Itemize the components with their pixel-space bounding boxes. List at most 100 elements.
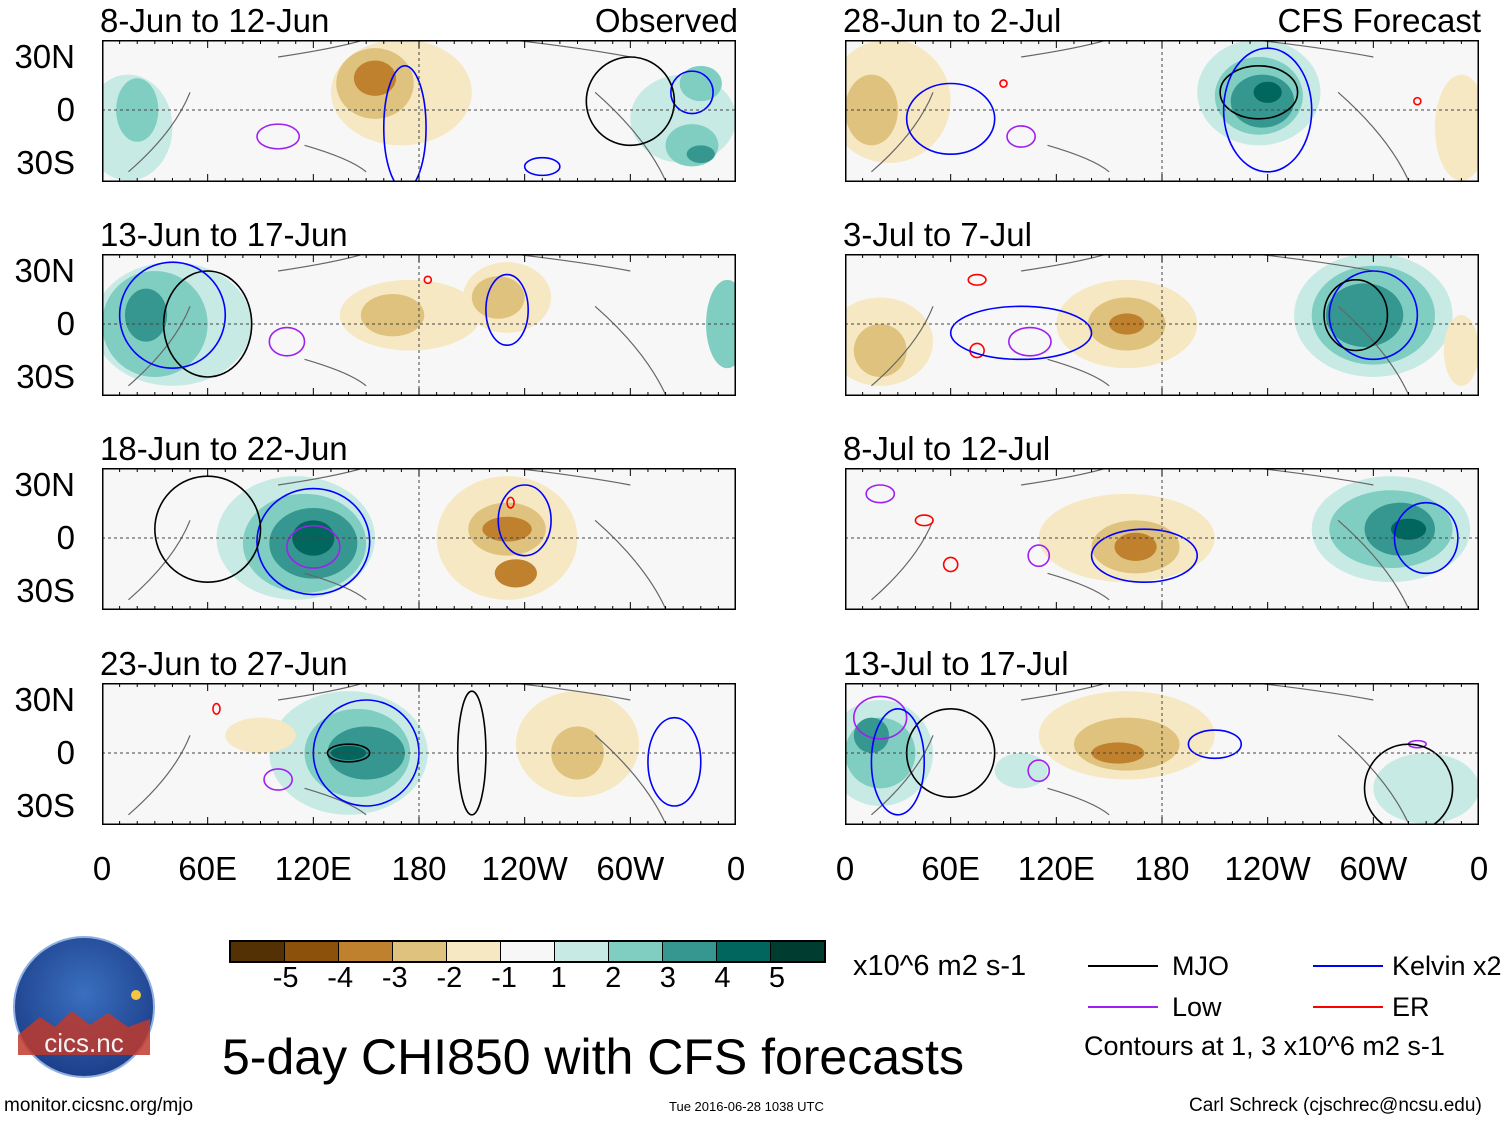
er-contour	[999, 79, 1008, 88]
er-contour	[212, 702, 221, 715]
lon-label: 0	[1469, 850, 1489, 887]
lat-label: 30S	[16, 787, 75, 824]
colorbar-tick: 5	[768, 962, 786, 994]
lat-label: 30N	[14, 466, 75, 503]
colorbar-tick: -1	[491, 962, 517, 994]
kelvin-contour	[485, 273, 529, 346]
panel-tag: CFS Forecast	[1277, 2, 1481, 39]
anomaly-shading	[471, 276, 525, 319]
anomaly-shading	[482, 516, 532, 542]
kelvin-legend-label: Kelvin x2	[1392, 951, 1502, 981]
mjo-contour	[1363, 743, 1454, 825]
anomaly-shading	[353, 60, 397, 96]
lat-label: 0	[56, 91, 75, 128]
mjo-legend-line	[1088, 965, 1158, 967]
kelvin-contour	[523, 156, 561, 177]
kelvin-contour	[382, 65, 427, 182]
anomaly-shading	[853, 717, 890, 753]
anomaly-shading	[853, 324, 907, 377]
colorbar-tick: -3	[381, 962, 408, 994]
map-panel	[102, 40, 736, 182]
low-legend-label: Low	[1172, 992, 1222, 1022]
colorbar-swatch	[231, 942, 285, 961]
coastline	[594, 734, 667, 824]
panel-title: 28-Jun to 2-Jul	[843, 2, 1062, 39]
lon-label: 180	[391, 850, 447, 887]
kelvin-contour	[497, 484, 552, 557]
lat-label: 30S	[16, 572, 75, 609]
colorbar-swatch	[285, 942, 339, 961]
map-panel	[845, 40, 1479, 182]
map-panel	[845, 254, 1479, 396]
anomaly-shading	[1373, 753, 1479, 824]
kelvin-contour	[949, 305, 1093, 361]
lat-label: 30S	[16, 144, 75, 181]
kelvin-legend-line	[1313, 965, 1383, 967]
er-contour	[914, 514, 934, 527]
anomaly-shading	[225, 717, 296, 753]
lat-label: 30N	[14, 38, 75, 75]
colorbar-swatch	[663, 942, 717, 961]
mjo-contour	[326, 743, 371, 763]
coastline	[871, 520, 934, 601]
panel-title: 23-Jun to 27-Jun	[100, 645, 348, 682]
anomaly-shading	[124, 288, 168, 342]
coastline	[128, 92, 191, 173]
coastline	[1047, 144, 1110, 173]
mjo-contour	[1219, 65, 1299, 120]
lat-label: 0	[56, 734, 75, 771]
coastline	[594, 305, 667, 395]
low-contour	[286, 524, 341, 569]
lon-label: 120E	[274, 850, 352, 887]
lon-label: 120W	[1224, 850, 1311, 887]
kelvin-contour	[647, 716, 702, 807]
anomaly-shading	[679, 65, 722, 102]
map-panel	[102, 468, 736, 610]
lat-label: 30N	[14, 252, 75, 289]
map-panel	[845, 683, 1479, 825]
coastline	[128, 520, 191, 601]
kelvin-contour	[118, 261, 227, 369]
svg-text:cics.nc: cics.nc	[44, 1028, 123, 1058]
anomaly-shading	[1114, 532, 1157, 561]
panel-title: 13-Jul to 17-Jul	[843, 645, 1069, 682]
anomaly-shading	[1325, 283, 1404, 347]
coastline	[1337, 91, 1410, 181]
colorbar-swatch	[717, 942, 771, 961]
low-contour	[1027, 759, 1051, 783]
coastline	[304, 358, 367, 387]
coastline	[871, 735, 934, 816]
colorbar-swatch	[555, 942, 609, 961]
anomaly-shading	[360, 293, 425, 337]
colorbar-tick: 1	[550, 962, 567, 994]
lat-label: 0	[56, 519, 75, 556]
coastline	[594, 519, 667, 609]
colorbar-swatch	[339, 942, 393, 961]
low-contour	[1007, 326, 1052, 357]
low-contour	[1027, 544, 1051, 568]
lat-label: 30S	[16, 358, 75, 395]
lon-label: 60W	[596, 850, 665, 887]
coastline	[1047, 358, 1110, 387]
cicsnc-logo: cics.nc	[13, 936, 155, 1078]
map-panel	[102, 683, 736, 825]
low-contour	[853, 695, 908, 740]
anomaly-shading	[686, 145, 715, 163]
lon-label: 120E	[1017, 850, 1095, 887]
lon-label: 60E	[921, 850, 981, 887]
low-contour	[1006, 125, 1037, 148]
mjo-contour	[585, 56, 676, 147]
colorbar-swatch	[393, 942, 447, 961]
mjo-legend-label: MJO	[1172, 951, 1229, 981]
kelvin-contour	[256, 487, 371, 596]
er-contour	[967, 273, 987, 286]
footer-url[interactable]: monitor.cicsnc.org/mjo	[4, 1095, 194, 1116]
kelvin-contour	[1328, 270, 1419, 361]
colorbar-tick: 2	[605, 962, 622, 994]
footer-author: Carl Schreck (cjschrec@ncsu.edu)	[1189, 1095, 1482, 1116]
kelvin-contour	[905, 82, 996, 155]
colorbar-swatch	[501, 942, 555, 961]
low-legend-line	[1088, 1006, 1158, 1008]
coastline	[1337, 519, 1410, 609]
